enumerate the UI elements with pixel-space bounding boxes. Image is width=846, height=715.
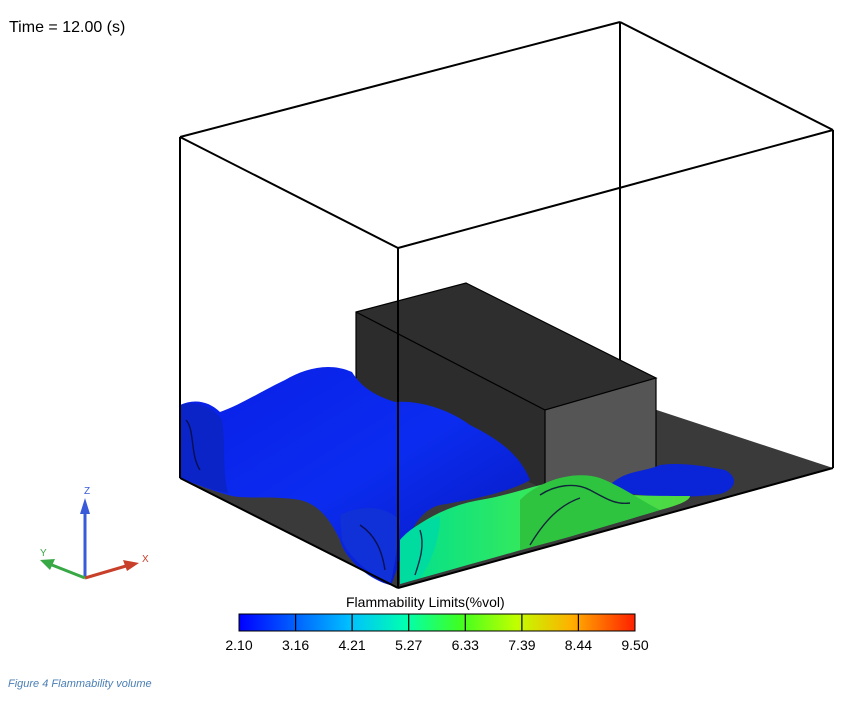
x-axis-icon bbox=[84, 564, 127, 580]
colorbar-title: Flammability Limits(%vol) bbox=[346, 594, 505, 610]
colorbar-tick-label: 8.44 bbox=[564, 637, 593, 653]
y-axis-icon bbox=[51, 563, 86, 580]
z-axis-label: Z bbox=[84, 486, 90, 497]
colorbar-tick-label: 6.33 bbox=[451, 637, 479, 653]
figure-caption: Figure 4 Flammability volume bbox=[8, 678, 152, 690]
colorbar-tick-label: 3.16 bbox=[281, 637, 310, 653]
colorbar-tick-label: 7.39 bbox=[508, 637, 536, 653]
colorbar-gradient bbox=[238, 613, 636, 632]
colorbar-tick-label: 9.50 bbox=[621, 637, 649, 653]
x-axis-label: X bbox=[142, 554, 149, 565]
colorbar-tick-label: 4.21 bbox=[338, 637, 366, 653]
colorbar-tick-label: 2.10 bbox=[225, 637, 253, 653]
domain-box-back bbox=[179, 21, 834, 398]
domain-box-front bbox=[179, 129, 834, 589]
time-label: Time = 12.00 (s) bbox=[9, 19, 126, 36]
axis-triad: Z X Y bbox=[40, 486, 149, 580]
gas-cloud-blue bbox=[180, 366, 530, 585]
y-axis-label: Y bbox=[40, 548, 47, 559]
gas-cloud-right bbox=[610, 463, 735, 497]
colorbar bbox=[238, 613, 636, 632]
colorbar-tick-label: 5.27 bbox=[395, 637, 423, 653]
